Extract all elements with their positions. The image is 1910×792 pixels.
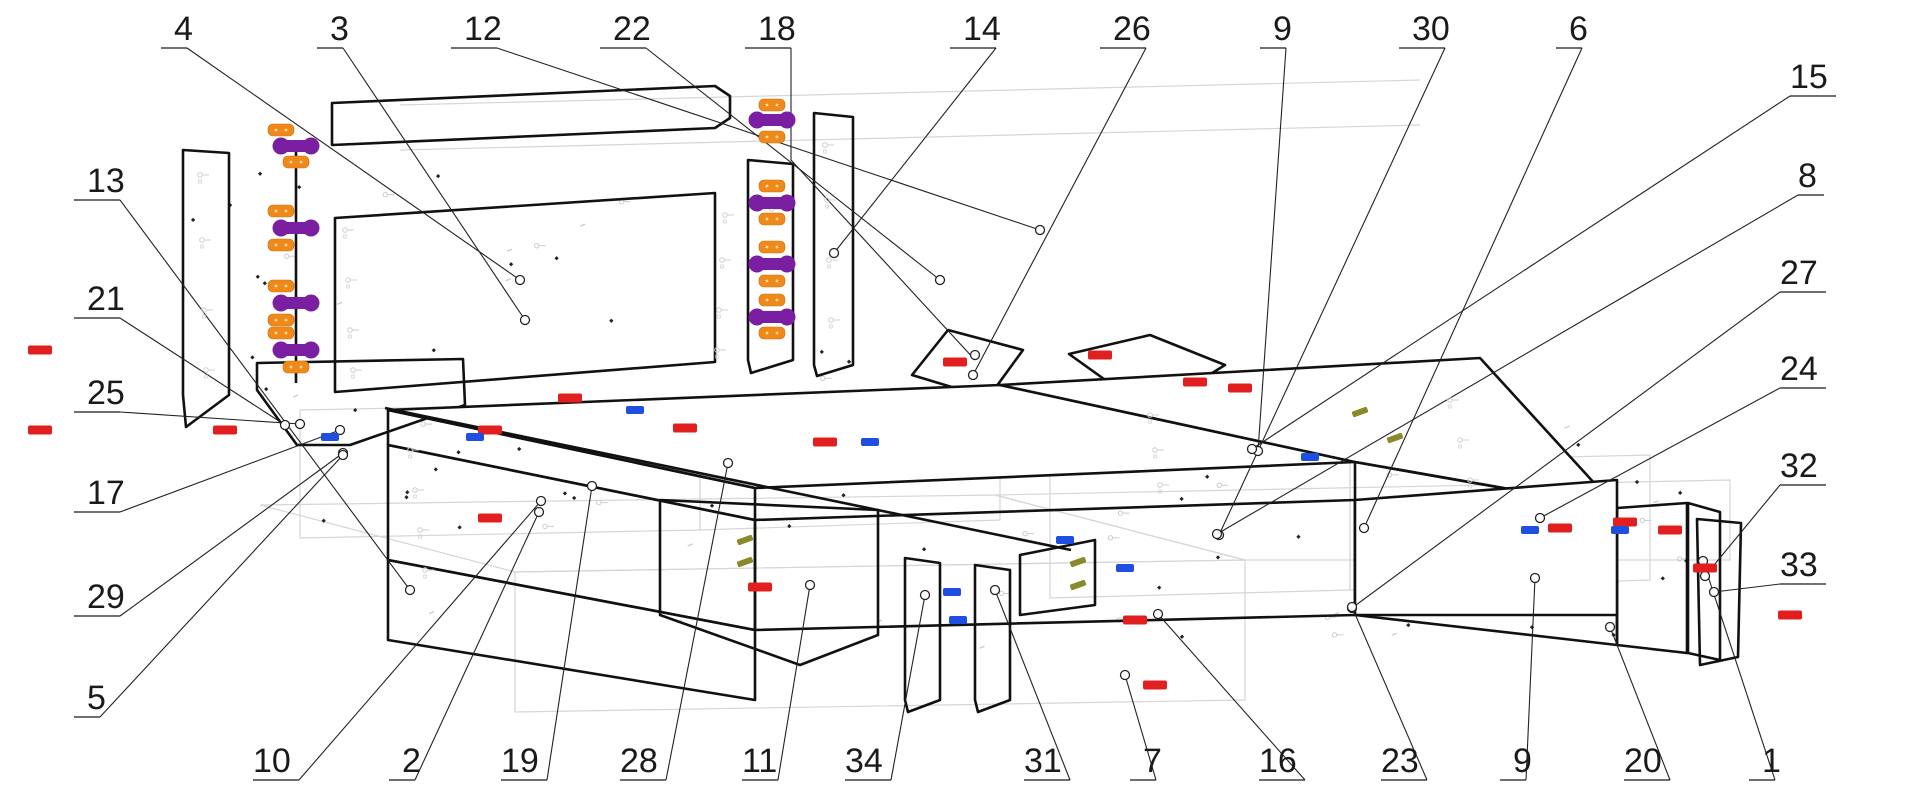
svg-text:19: 19 [501,742,539,780]
svg-text:6: 6 [1569,10,1588,48]
svg-text:32: 32 [1780,447,1818,485]
svg-text:26: 26 [1113,10,1151,48]
svg-text:27: 27 [1780,254,1818,292]
svg-text:25: 25 [87,374,125,412]
svg-text:22: 22 [613,10,651,48]
svg-text:34: 34 [845,742,883,780]
svg-text:23: 23 [1381,742,1419,780]
svg-text:31: 31 [1024,742,1062,780]
svg-text:9: 9 [1513,742,1532,780]
svg-text:4: 4 [174,10,193,48]
svg-text:2: 2 [402,742,421,780]
svg-text:18: 18 [758,10,796,48]
svg-text:29: 29 [87,578,125,616]
svg-text:16: 16 [1259,742,1297,780]
svg-text:13: 13 [87,162,125,200]
svg-text:11: 11 [742,742,777,780]
svg-text:30: 30 [1412,10,1450,48]
svg-text:10: 10 [253,742,291,780]
svg-text:17: 17 [87,474,125,512]
svg-text:20: 20 [1624,742,1662,780]
svg-text:5: 5 [87,679,106,717]
svg-text:15: 15 [1790,58,1828,96]
svg-text:28: 28 [620,742,658,780]
svg-text:9: 9 [1273,10,1292,48]
svg-text:24: 24 [1780,350,1818,388]
svg-text:8: 8 [1798,157,1817,195]
svg-text:21: 21 [87,280,125,318]
svg-text:33: 33 [1780,546,1818,584]
svg-text:1: 1 [1762,742,1781,780]
svg-text:7: 7 [1143,742,1162,780]
svg-text:3: 3 [330,10,349,48]
svg-text:12: 12 [464,10,502,48]
svg-text:14: 14 [963,10,1001,48]
